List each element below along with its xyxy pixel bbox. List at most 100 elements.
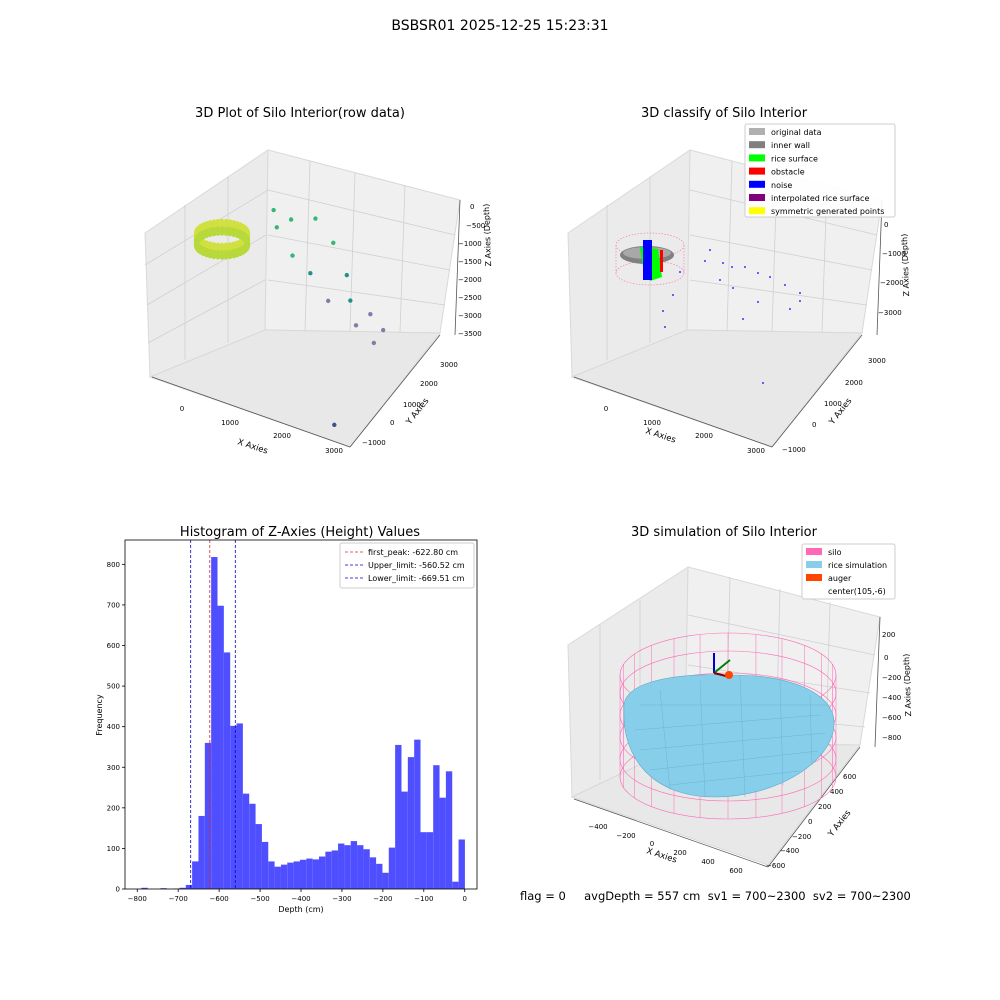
histogram-bar	[338, 843, 345, 889]
histogram-bar	[312, 859, 320, 889]
noise-point	[722, 262, 724, 264]
wall-point	[207, 253, 213, 259]
y-tick: −400	[780, 847, 799, 855]
wall-point	[204, 233, 209, 238]
histogram-bar	[319, 856, 326, 889]
histogram-bar	[293, 861, 300, 889]
y-tick: 400	[830, 788, 843, 796]
x-tick-label: −700	[169, 895, 188, 903]
wall-point	[207, 232, 213, 238]
x-tick: −200	[616, 832, 635, 840]
data-point	[380, 327, 386, 333]
histogram-legend: first_peak: -622.80 cm Upper_limit: -560.…	[339, 542, 475, 589]
x-tick: 3000	[325, 447, 343, 455]
simulation-legend: silo rice simulation auger center(105,-6)	[801, 543, 896, 600]
histogram-bar	[369, 857, 377, 889]
histogram-bar	[414, 739, 421, 889]
legend-swatch	[806, 561, 822, 568]
raw-z-axis-label: Z Axies (Depth)	[482, 204, 493, 267]
z-tick: −1500	[458, 258, 482, 266]
histogram-bar	[433, 765, 440, 889]
legend-label: Upper_limit: -560.52 cm	[368, 561, 465, 570]
raw-3d-plot-panel: 3D Plot of Silo Interior(row data) 0 100…	[144, 106, 493, 457]
noise-point	[662, 310, 664, 312]
histogram-bar	[344, 845, 351, 889]
raw-wall-ring-points	[193, 218, 251, 260]
data-point	[368, 312, 373, 317]
data-point	[274, 225, 280, 230]
histogram-bar	[426, 832, 434, 889]
histogram-bar	[439, 797, 446, 889]
histogram-bar	[287, 862, 294, 889]
z-tick: −400	[882, 694, 901, 702]
y-tick: −1000	[782, 446, 806, 454]
x-tick: 0	[180, 405, 184, 413]
z-tick: −2500	[458, 294, 482, 302]
histogram-bar	[242, 793, 250, 889]
histogram-bar	[452, 881, 459, 889]
data-point	[313, 216, 318, 221]
noise-point	[789, 308, 791, 310]
noise-point	[757, 301, 759, 303]
z-tick: −1000	[882, 250, 906, 258]
legend-swatch	[749, 207, 765, 215]
noise-point	[742, 318, 744, 320]
noise-point	[704, 260, 706, 262]
y-tick-label: 800	[107, 561, 120, 569]
simulation-x-tick-labels: −400 −200 0 200 400 600	[588, 823, 742, 875]
x-tick: 200	[673, 849, 686, 857]
x-tick-label: −800	[128, 895, 147, 903]
data-point	[332, 422, 337, 428]
histogram-bar	[350, 841, 358, 889]
z-tick: −200	[882, 674, 901, 682]
z-tick: −3000	[458, 312, 482, 320]
legend-label: rice simulation	[828, 561, 887, 570]
wall-point	[215, 231, 221, 236]
histogram-bar	[382, 872, 389, 889]
legend-swatch	[749, 154, 765, 162]
histogram-reference-lines	[190, 540, 236, 889]
summary-footer: flag = 0 avgDepth = 557 cm sv1 = 700~230…	[520, 889, 911, 903]
z-tick: −800	[882, 734, 901, 742]
x-tick-label: −400	[291, 895, 310, 903]
noise-point	[664, 326, 666, 328]
noise-point	[679, 271, 681, 273]
legend-label: symmetric generated points	[771, 207, 884, 216]
x-tick: −400	[588, 823, 607, 831]
raw-z-tick-labels: 0 −500 −1000 −1500 −2000 −2500 −3000 −35…	[458, 203, 485, 338]
legend-label: silo	[828, 548, 842, 557]
data-point	[353, 323, 359, 328]
histogram-bar	[274, 866, 281, 889]
simulation-z-axis-label: Z Axies (Depth)	[902, 654, 913, 717]
legend-swatch	[806, 548, 822, 555]
legend-swatch	[749, 194, 765, 201]
legend-swatch	[749, 167, 765, 175]
noise-cluster	[643, 240, 652, 280]
histogram-bar	[255, 824, 262, 889]
classify-plot-title: 3D classify of Silo Interior	[641, 106, 808, 121]
x-tick-label: −300	[332, 895, 351, 903]
rice-simulation-surface	[623, 674, 835, 798]
y-tick: 3000	[440, 361, 458, 369]
histogram-bar	[236, 723, 243, 889]
noise-point	[732, 287, 734, 289]
z-tick: −2000	[880, 279, 904, 287]
noise-point	[784, 284, 786, 286]
wall-point	[235, 253, 240, 258]
histogram-bars	[141, 557, 465, 889]
wall-point	[215, 255, 221, 260]
histogram-x-ticks: −800 −700 −600 −500 −400 −300 −200 −100 0	[128, 889, 467, 903]
classify-z-axis-label: Z Axies (Depth)	[900, 234, 911, 297]
x-tick: 2000	[695, 432, 713, 440]
histogram-panel: Histogram of Z-Axies (Height) Values −80…	[95, 525, 478, 914]
histogram-x-axis-label: Depth (cm)	[278, 905, 323, 914]
wall-point	[227, 231, 233, 237]
x-tick: 400	[701, 858, 714, 866]
wall-point	[227, 254, 233, 260]
data-point	[290, 253, 295, 258]
noise-point-markers	[662, 249, 801, 384]
noise-point	[799, 300, 801, 302]
classify-x-axis-label: X Axies	[644, 426, 677, 445]
y-tick: 3000	[868, 357, 886, 365]
wall-point	[231, 253, 237, 259]
